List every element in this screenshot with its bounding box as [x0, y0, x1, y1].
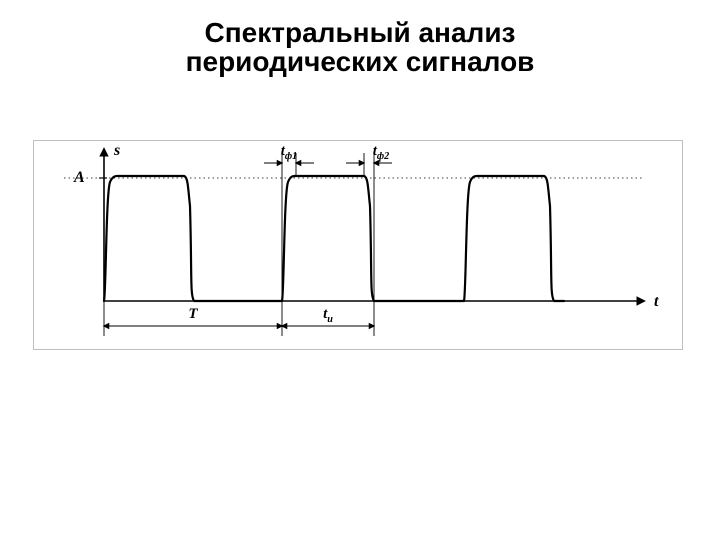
svg-text:tф1: tф1 — [281, 143, 298, 162]
title-line-2: периодических сигналов — [0, 47, 720, 76]
waveform-svg: Ttи tф1 tф2 s t A — [34, 141, 682, 349]
title-line-1: Спектральный анализ — [0, 18, 720, 47]
svg-text:s: s — [113, 142, 120, 159]
svg-text:A: A — [73, 169, 85, 186]
waveform-diagram: Ttи tф1 tф2 s t A — [33, 140, 683, 350]
svg-text:t: t — [654, 293, 659, 310]
svg-text:T: T — [188, 306, 198, 322]
svg-text:tф2: tф2 — [373, 143, 390, 162]
page-title: Спектральный анализ периодических сигнал… — [0, 18, 720, 77]
svg-text:tи: tи — [323, 306, 333, 325]
